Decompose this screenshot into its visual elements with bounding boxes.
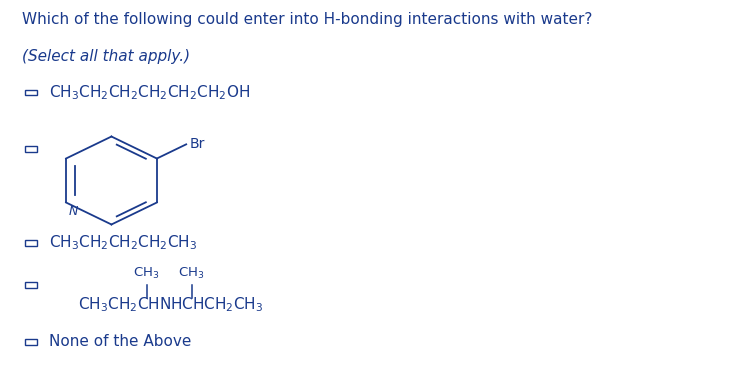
Text: N: N <box>68 205 78 218</box>
FancyBboxPatch shape <box>25 240 37 246</box>
FancyBboxPatch shape <box>25 90 37 96</box>
Text: CH$_3$CH$_2$CHNHCHCH$_2$CH$_3$: CH$_3$CH$_2$CHNHCHCH$_2$CH$_3$ <box>78 296 263 314</box>
Text: Br: Br <box>190 137 205 151</box>
Text: CH$_3$CH$_2$CH$_2$CH$_2$CH$_2$CH$_2$OH: CH$_3$CH$_2$CH$_2$CH$_2$CH$_2$CH$_2$OH <box>49 83 251 102</box>
Text: (Select all that apply.): (Select all that apply.) <box>21 49 190 64</box>
Text: CH$_3$CH$_2$CH$_2$CH$_2$CH$_3$: CH$_3$CH$_2$CH$_2$CH$_2$CH$_3$ <box>49 234 198 252</box>
FancyBboxPatch shape <box>25 282 37 288</box>
Text: None of the Above: None of the Above <box>49 334 192 349</box>
FancyBboxPatch shape <box>25 147 37 152</box>
Text: CH$_3$: CH$_3$ <box>178 266 205 281</box>
Text: Which of the following could enter into H-bonding interactions with water?: Which of the following could enter into … <box>21 12 592 27</box>
Text: CH$_3$: CH$_3$ <box>134 266 160 281</box>
FancyBboxPatch shape <box>25 339 37 345</box>
